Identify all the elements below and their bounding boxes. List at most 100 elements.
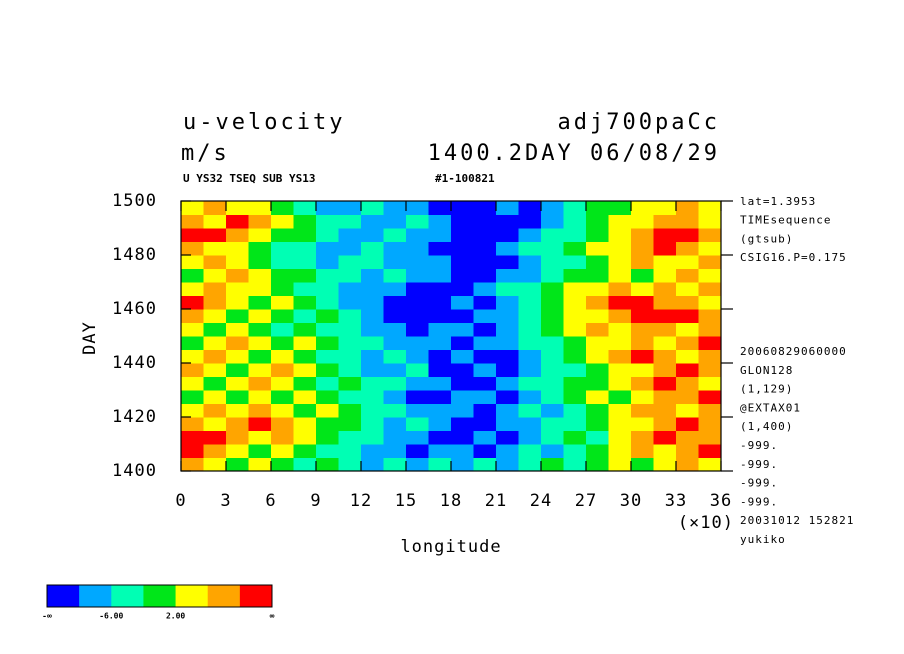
cell <box>451 322 474 337</box>
cell <box>383 390 407 404</box>
cell <box>361 309 384 323</box>
cell <box>518 201 542 215</box>
cell <box>383 255 407 269</box>
cell <box>271 363 294 377</box>
cell <box>248 255 272 269</box>
cell <box>361 417 384 431</box>
cell <box>248 309 272 323</box>
cell <box>653 214 677 229</box>
cell <box>181 322 204 337</box>
cell <box>271 444 294 458</box>
cell <box>676 228 699 242</box>
cell <box>181 309 204 323</box>
cell <box>248 376 272 391</box>
cell <box>428 214 452 229</box>
cell <box>676 268 699 283</box>
cell <box>676 457 699 472</box>
cell <box>293 417 317 431</box>
cell <box>383 403 407 418</box>
cell <box>293 444 317 458</box>
cell <box>203 363 227 377</box>
cell <box>361 376 384 391</box>
cell <box>451 403 474 418</box>
cell <box>338 214 362 229</box>
cell <box>383 336 407 350</box>
cell <box>428 336 452 350</box>
cell <box>181 214 204 229</box>
cell <box>203 322 227 337</box>
cell <box>203 241 227 256</box>
cell <box>698 403 722 418</box>
cell <box>226 363 249 377</box>
cell <box>226 309 249 323</box>
cell <box>383 214 407 229</box>
cell <box>226 201 249 215</box>
cell <box>203 295 227 310</box>
cell <box>608 322 632 337</box>
cell <box>406 457 429 472</box>
cell <box>473 390 497 404</box>
cell <box>248 390 272 404</box>
info-text: (1,129) <box>740 383 793 396</box>
cell <box>248 228 272 242</box>
cell <box>631 309 654 323</box>
cell <box>586 363 609 377</box>
cell <box>518 214 542 229</box>
cell <box>631 444 654 458</box>
cell <box>293 241 317 256</box>
cell <box>203 349 227 364</box>
info-text: -999. <box>740 495 778 508</box>
cell <box>406 390 429 404</box>
cell <box>698 255 722 269</box>
cell <box>316 255 339 269</box>
cell <box>586 241 609 256</box>
cell <box>338 295 362 310</box>
cell <box>563 228 587 242</box>
cell <box>293 403 317 418</box>
cell <box>316 403 339 418</box>
cell <box>631 201 654 215</box>
cell <box>563 349 587 364</box>
cell <box>631 403 654 418</box>
colorbar-label: -6.00 <box>99 612 123 621</box>
colorbar-box <box>79 585 112 607</box>
cell <box>181 228 204 242</box>
cell <box>428 349 452 364</box>
x-multiplier: (×10) <box>678 513 734 533</box>
cell <box>271 457 294 472</box>
cell <box>676 349 699 364</box>
cell <box>586 255 609 269</box>
cell <box>698 322 722 337</box>
cell <box>496 457 519 472</box>
colorbar-label: -∞ <box>42 612 52 621</box>
cell <box>383 376 407 391</box>
cell <box>293 349 317 364</box>
cell <box>586 295 609 310</box>
cell <box>473 444 497 458</box>
cell <box>631 295 654 310</box>
cell <box>248 336 272 350</box>
cell <box>698 214 722 229</box>
cell <box>496 444 519 458</box>
cell <box>496 268 519 283</box>
cell <box>608 309 632 323</box>
x-tick-label: 30 <box>620 491 642 511</box>
cell <box>653 363 677 377</box>
cell <box>496 241 519 256</box>
cell <box>338 349 362 364</box>
cell <box>608 363 632 377</box>
cell <box>563 336 587 350</box>
cell <box>271 228 294 242</box>
cell <box>653 430 677 445</box>
cell <box>293 295 317 310</box>
cell <box>563 363 587 377</box>
info-text: yukiko <box>740 533 786 546</box>
cell <box>203 390 227 404</box>
cell <box>316 322 339 337</box>
cell <box>338 268 362 283</box>
cell <box>631 228 654 242</box>
cell <box>316 336 339 350</box>
cell <box>676 403 699 418</box>
cell <box>518 430 542 445</box>
cell <box>383 444 407 458</box>
